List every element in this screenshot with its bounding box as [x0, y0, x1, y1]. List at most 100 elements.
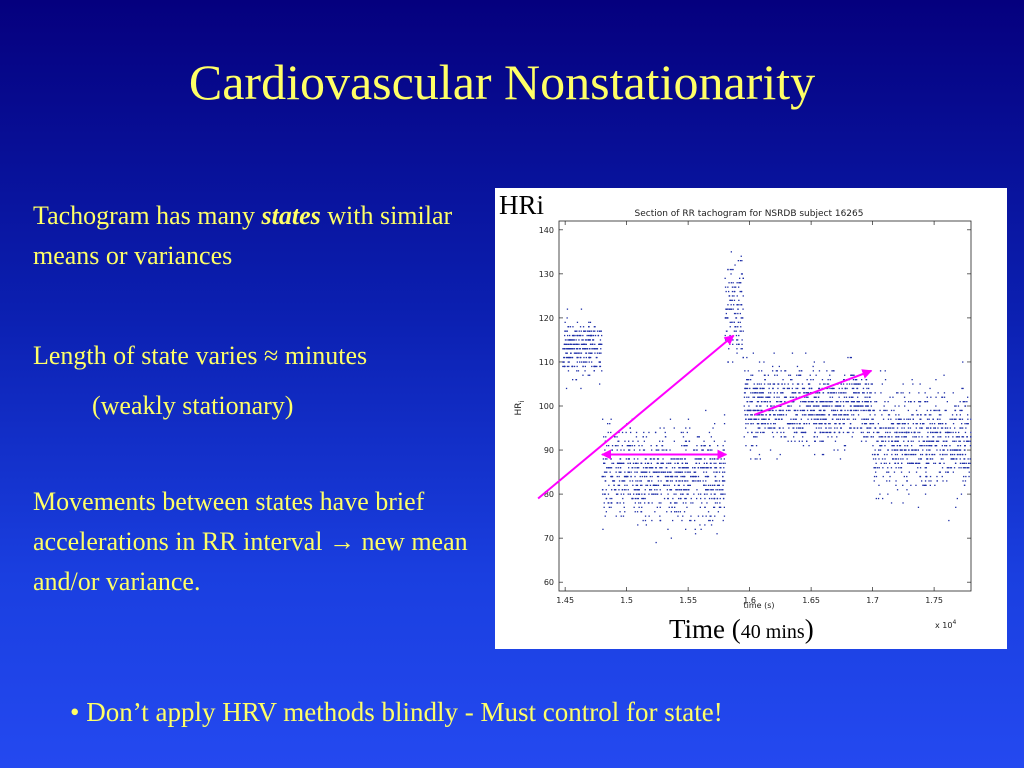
data-point — [655, 431, 657, 434]
data-point — [857, 396, 859, 398]
data-point — [695, 458, 698, 460]
data-point — [695, 462, 698, 464]
data-point — [778, 365, 780, 368]
data-point — [668, 506, 670, 508]
data-point — [762, 418, 764, 420]
data-point — [576, 343, 578, 345]
data-point — [677, 471, 679, 473]
data-point — [929, 475, 932, 478]
data-point — [770, 392, 772, 394]
data-point — [888, 471, 890, 473]
data-point — [900, 467, 902, 469]
data-point — [945, 471, 947, 473]
data-point — [919, 418, 921, 420]
data-point — [710, 489, 712, 491]
data-point — [850, 374, 852, 376]
data-point — [787, 405, 789, 407]
data-point — [677, 515, 679, 517]
data-point — [938, 462, 941, 464]
data-point — [920, 414, 922, 416]
data-point — [651, 519, 653, 522]
data-point — [831, 436, 833, 438]
y-tick-label: 90 — [544, 446, 554, 455]
data-point — [856, 405, 858, 407]
data-point — [684, 489, 687, 491]
data-point — [875, 458, 877, 460]
data-point — [943, 392, 946, 394]
data-point — [790, 379, 792, 381]
data-point — [739, 312, 741, 315]
data-point — [759, 414, 761, 416]
data-point — [615, 467, 617, 469]
data-point — [697, 480, 699, 482]
data-point — [821, 379, 824, 381]
data-point — [589, 339, 591, 341]
data-point — [833, 387, 835, 390]
data-point — [733, 304, 735, 306]
data-point — [915, 471, 918, 473]
data-point — [619, 467, 622, 469]
data-point — [597, 334, 600, 337]
data-point — [576, 352, 578, 354]
data-point — [959, 453, 962, 456]
data-point — [610, 475, 612, 478]
data-point — [764, 427, 766, 429]
data-point — [943, 449, 945, 451]
data-point — [575, 330, 577, 332]
data-point — [952, 453, 954, 456]
data-point — [891, 436, 893, 438]
data-point — [692, 467, 694, 469]
data-point — [646, 475, 648, 478]
data-point — [841, 387, 843, 390]
data-point — [768, 418, 770, 420]
data-point — [724, 339, 727, 341]
data-point — [902, 383, 904, 385]
data-point — [606, 445, 608, 447]
data-point — [939, 436, 941, 438]
data-point — [685, 440, 687, 442]
data-point — [959, 462, 962, 464]
data-point — [714, 467, 716, 469]
data-point — [854, 427, 856, 429]
data-point — [604, 462, 606, 464]
data-point — [705, 480, 707, 482]
data-point — [842, 418, 844, 420]
data-point — [827, 387, 829, 390]
data-point — [927, 427, 929, 429]
data-point — [929, 440, 931, 442]
data-point — [723, 497, 725, 500]
data-point — [794, 392, 796, 394]
data-point — [964, 431, 967, 434]
data-point — [757, 409, 759, 412]
data-point — [848, 396, 851, 398]
data-point — [653, 471, 656, 473]
data-point — [752, 423, 754, 425]
data-point — [936, 431, 939, 434]
y-tick-label: 140 — [539, 226, 554, 235]
data-point — [876, 467, 879, 469]
data-point — [569, 343, 572, 345]
data-point — [581, 343, 584, 345]
data-point — [738, 282, 740, 284]
data-point — [898, 405, 900, 407]
data-point — [927, 440, 929, 442]
data-point — [662, 458, 664, 460]
data-point — [851, 414, 853, 416]
data-point — [759, 405, 761, 407]
data-point — [577, 334, 579, 337]
data-point — [896, 489, 899, 491]
data-point — [953, 418, 955, 420]
data-point — [721, 489, 723, 491]
data-point — [871, 383, 873, 385]
data-point — [732, 282, 734, 284]
data-point — [745, 427, 747, 429]
data-point — [592, 334, 595, 337]
data-point — [565, 387, 568, 390]
data-point — [686, 431, 688, 434]
data-point — [693, 480, 695, 482]
data-point — [935, 431, 937, 434]
data-point — [916, 414, 918, 416]
data-point — [843, 405, 845, 407]
data-point — [959, 418, 962, 420]
data-point — [701, 502, 703, 504]
